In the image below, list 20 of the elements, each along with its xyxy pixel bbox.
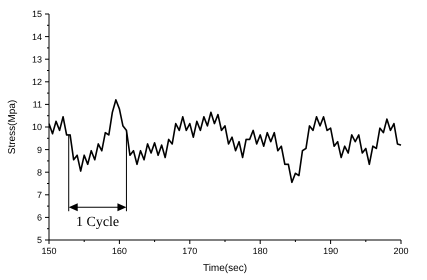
y-tick-label: 7 (36, 190, 42, 200)
y-tick-label: 8 (36, 167, 42, 178)
x-tick-label: 190 (323, 246, 338, 256)
y-tick-label: 10 (32, 122, 42, 132)
y-axis-title: Stress(Mpa) (7, 100, 18, 154)
x-tick-label: 170 (182, 246, 198, 256)
y-tick-label: 11 (32, 100, 42, 110)
annotation: 1 Cycle (76, 215, 120, 230)
x-tick-label: 180 (252, 246, 268, 256)
y-tick-label: 13 (32, 54, 42, 64)
y-tick-label: 14 (32, 32, 42, 42)
y-tick-label: 5 (36, 235, 42, 246)
y-tick-label: 12 (32, 76, 42, 87)
x-axis-title: Time(sec) (202, 263, 248, 274)
y-tick-label: 15 (32, 9, 42, 20)
x-tick-label: 160 (112, 246, 127, 256)
x-tick-label: 150 (41, 246, 57, 256)
x-tick-label: 200 (393, 246, 409, 256)
y-tick-label: 6 (36, 212, 42, 223)
y-tick-label: 9 (36, 144, 42, 155)
